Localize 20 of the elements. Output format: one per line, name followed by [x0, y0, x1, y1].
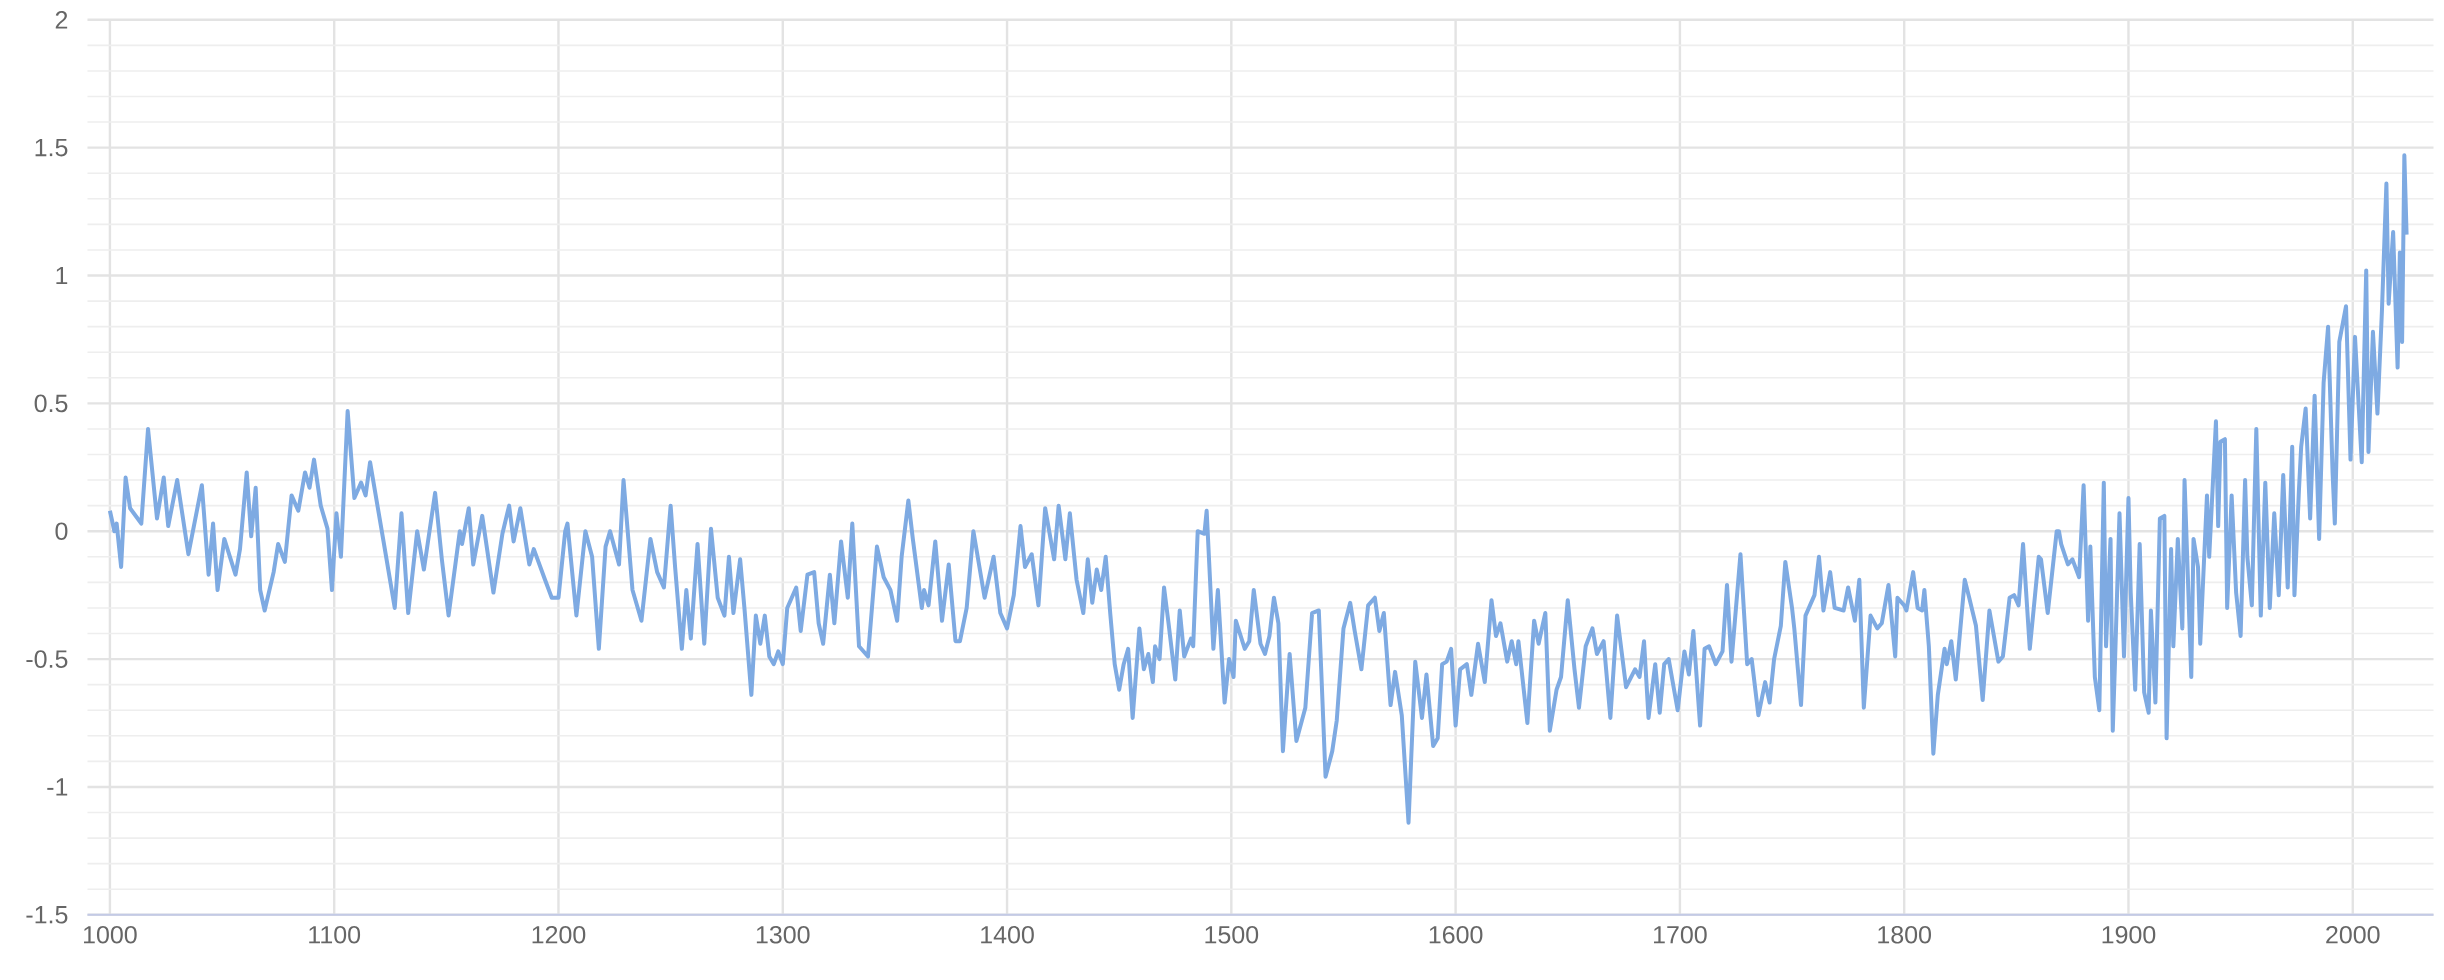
y-tick-label: -1 — [47, 778, 68, 796]
x-tick-label: 1600 — [1429, 925, 1483, 944]
y-tick-label: 2 — [55, 11, 68, 29]
x-tick-label: 1300 — [756, 925, 810, 944]
y-tick-label: 1.5 — [35, 138, 68, 157]
x-tick-label: 1800 — [1878, 925, 1932, 944]
y-tick-label: -1.5 — [26, 906, 68, 924]
x-tick-label: 1900 — [2102, 925, 2156, 944]
y-tick-label: 0 — [55, 522, 68, 541]
y-tick-label: 1 — [56, 266, 68, 285]
x-tick-label: 1200 — [532, 925, 586, 944]
x-tick-label: 1100 — [309, 925, 361, 944]
x-tick-label: 1000 — [84, 925, 137, 944]
line-series — [107, 153, 2409, 825]
x-tick-label: 2000 — [2326, 925, 2380, 944]
x-tick-label: 1700 — [1654, 925, 1707, 944]
y-tick-label: -0.5 — [26, 650, 68, 668]
x-tick-label: 1500 — [1205, 925, 1259, 944]
x-tick-label: 1400 — [981, 925, 1034, 944]
y-tick-label: 0.5 — [34, 394, 68, 413]
